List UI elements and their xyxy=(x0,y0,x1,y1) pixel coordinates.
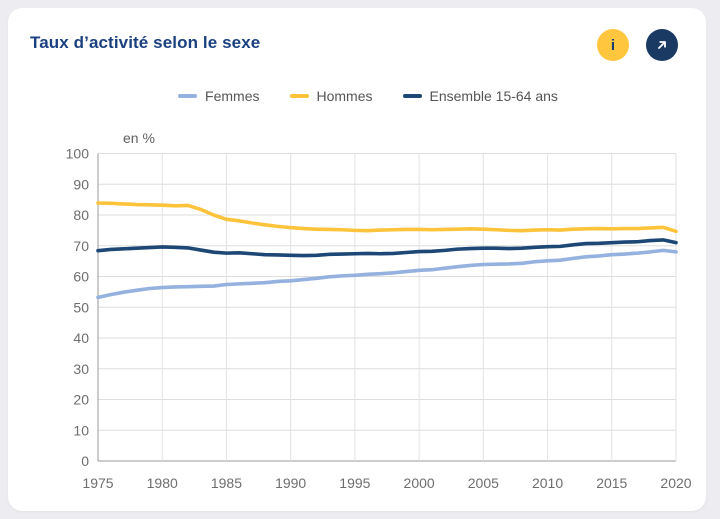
y-tick-label: 40 xyxy=(73,330,89,346)
chart-card: Taux d’activité selon le sexe i Femmes Ho… xyxy=(8,8,706,511)
x-tick-label: 2010 xyxy=(532,475,563,491)
x-tick-label: 1980 xyxy=(147,475,178,491)
legend-item-hommes[interactable]: Hommes xyxy=(289,88,373,104)
legend-label-ensemble: Ensemble 15-64 ans xyxy=(429,88,558,104)
x-tick-label: 2015 xyxy=(596,475,627,491)
x-tick-label: 1985 xyxy=(211,475,242,491)
y-tick-label: 20 xyxy=(73,392,89,408)
series-femmes-line xyxy=(96,248,678,300)
y-axis-unit-label: en % xyxy=(123,130,155,146)
y-tick-label: 30 xyxy=(73,361,89,377)
series-ensemble-line xyxy=(96,238,678,258)
x-tick-label: 2020 xyxy=(660,475,691,491)
y-tick-label: 0 xyxy=(81,453,89,469)
y-tick-label: 70 xyxy=(73,238,89,254)
x-tick-label: 2005 xyxy=(468,475,499,491)
series-hommes-line xyxy=(96,201,678,234)
card-actions: i xyxy=(597,29,678,61)
y-tick-label: 60 xyxy=(73,269,89,285)
x-tick-label: 1975 xyxy=(82,475,113,491)
legend-label-hommes: Hommes xyxy=(316,88,373,104)
x-tick-label: 1995 xyxy=(339,475,370,491)
expand-button[interactable] xyxy=(646,29,678,61)
x-tick-label: 2000 xyxy=(404,475,435,491)
legend-swatch-femmes xyxy=(178,94,198,98)
chart-legend: Femmes Hommes Ensemble 15-64 ans xyxy=(8,88,720,104)
legend-swatch-ensemble xyxy=(402,94,422,98)
legend-item-femmes[interactable]: Femmes xyxy=(178,88,260,104)
info-button[interactable]: i xyxy=(597,29,629,61)
y-tick-label: 10 xyxy=(73,422,89,438)
x-tick-label: 1990 xyxy=(275,475,306,491)
arrow-up-right-icon xyxy=(658,41,666,49)
y-tick-label: 80 xyxy=(73,207,89,223)
y-tick-label: 100 xyxy=(66,146,90,162)
legend-label-femmes: Femmes xyxy=(205,88,260,104)
info-icon: i xyxy=(610,36,616,54)
y-tick-label: 50 xyxy=(73,299,89,315)
y-tick-label: 90 xyxy=(73,176,89,192)
page-title: Taux d’activité selon le sexe xyxy=(30,33,261,52)
legend-item-ensemble[interactable]: Ensemble 15-64 ans xyxy=(402,88,558,104)
legend-swatch-hommes xyxy=(289,94,309,98)
